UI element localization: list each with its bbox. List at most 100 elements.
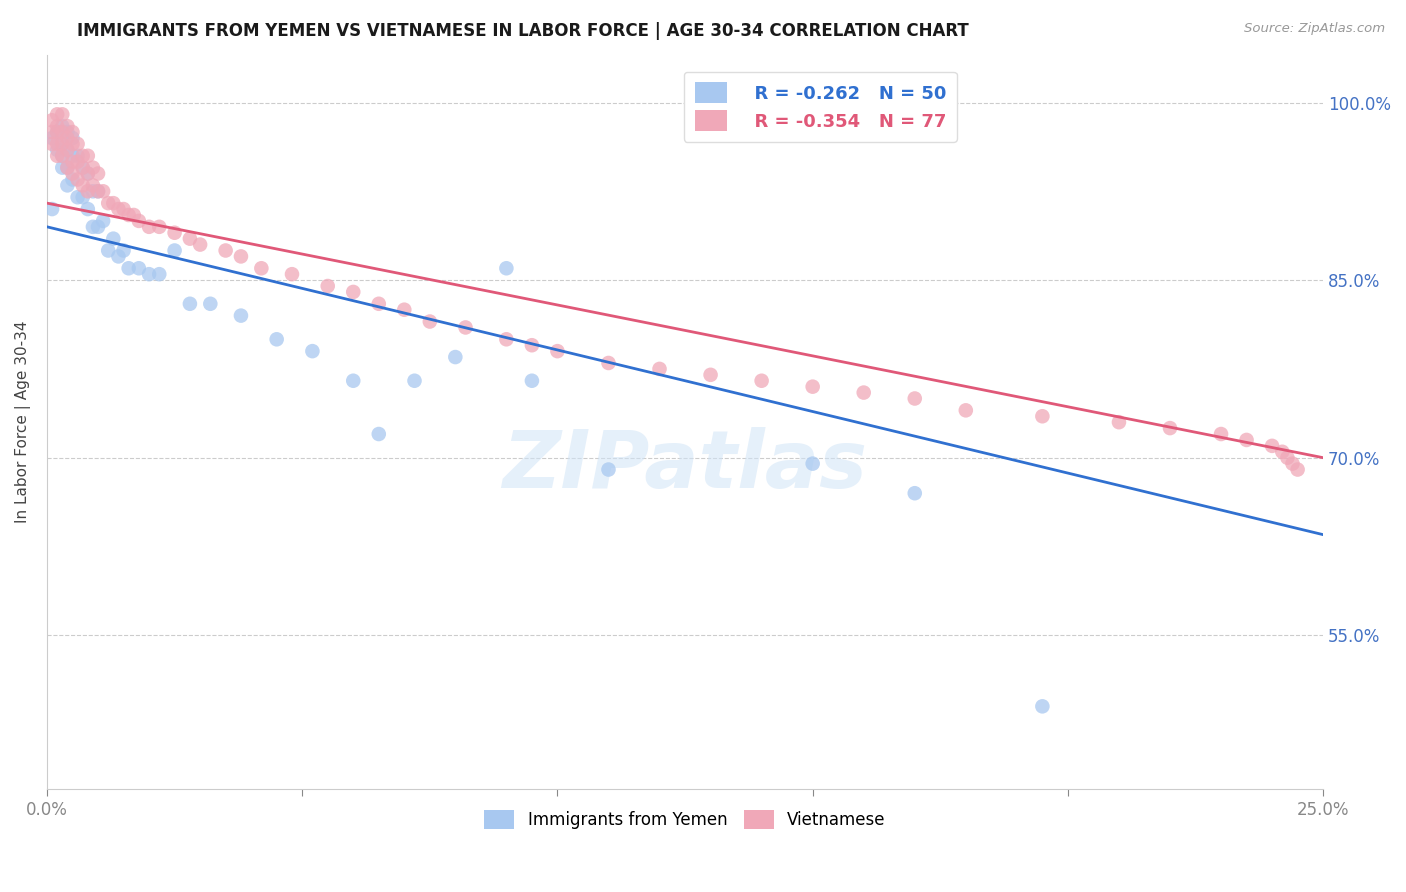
Point	[112, 202, 135, 216]
Point	[56, 131, 79, 145]
Point	[66, 149, 89, 163]
Point	[301, 344, 323, 359]
Text: ZIPatlas: ZIPatlas	[502, 427, 868, 505]
Point	[87, 219, 110, 234]
Point	[72, 190, 94, 204]
Point	[1031, 409, 1053, 424]
Point	[229, 249, 252, 263]
Point	[51, 161, 73, 175]
Point	[444, 350, 467, 364]
Point	[394, 302, 416, 317]
Point	[163, 244, 186, 258]
Text: IMMIGRANTS FROM YEMEN VS VIETNAMESE IN LABOR FORCE | AGE 30-34 CORRELATION CHART: IMMIGRANTS FROM YEMEN VS VIETNAMESE IN L…	[77, 22, 969, 40]
Point	[281, 267, 304, 281]
Point	[751, 374, 773, 388]
Point	[128, 261, 150, 276]
Point	[117, 261, 139, 276]
Point	[56, 119, 79, 133]
Point	[87, 184, 110, 198]
Point	[91, 184, 114, 198]
Point	[46, 136, 69, 151]
Point	[97, 196, 120, 211]
Point	[41, 131, 63, 145]
Point	[598, 462, 620, 476]
Point	[72, 178, 94, 193]
Point	[801, 457, 824, 471]
Point	[41, 136, 63, 151]
Point	[56, 178, 79, 193]
Point	[1281, 457, 1303, 471]
Point	[76, 184, 98, 198]
Point	[46, 143, 69, 157]
Point	[520, 374, 543, 388]
Point	[51, 119, 73, 133]
Point	[801, 379, 824, 393]
Point	[955, 403, 977, 417]
Point	[266, 332, 288, 346]
Point	[97, 244, 120, 258]
Point	[72, 149, 94, 163]
Point	[404, 374, 426, 388]
Point	[1261, 439, 1284, 453]
Point	[546, 344, 568, 359]
Point	[1031, 699, 1053, 714]
Point	[117, 208, 139, 222]
Point	[41, 125, 63, 139]
Point	[138, 267, 160, 281]
Point	[56, 161, 79, 175]
Point	[82, 219, 104, 234]
Point	[76, 202, 98, 216]
Point	[1159, 421, 1181, 435]
Point	[62, 125, 84, 139]
Point	[66, 136, 89, 151]
Point	[495, 261, 517, 276]
Point	[56, 143, 79, 157]
Point	[41, 113, 63, 128]
Point	[51, 136, 73, 151]
Point	[87, 167, 110, 181]
Point	[367, 297, 389, 311]
Point	[62, 167, 84, 181]
Point	[454, 320, 477, 334]
Point	[72, 161, 94, 175]
Point	[103, 232, 125, 246]
Point	[87, 184, 110, 198]
Point	[56, 125, 79, 139]
Point	[598, 356, 620, 370]
Point	[1277, 450, 1299, 465]
Point	[163, 226, 186, 240]
Point	[342, 374, 364, 388]
Point	[72, 161, 94, 175]
Point	[1236, 433, 1258, 447]
Point	[148, 219, 170, 234]
Point	[520, 338, 543, 352]
Point	[229, 309, 252, 323]
Point	[82, 161, 104, 175]
Point	[1271, 444, 1294, 458]
Point	[66, 190, 89, 204]
Point	[122, 208, 145, 222]
Point	[91, 214, 114, 228]
Point	[62, 136, 84, 151]
Point	[904, 486, 927, 500]
Point	[51, 149, 73, 163]
Point	[66, 154, 89, 169]
Point	[699, 368, 721, 382]
Point	[66, 172, 89, 186]
Point	[495, 332, 517, 346]
Point	[46, 125, 69, 139]
Point	[76, 167, 98, 181]
Point	[1108, 415, 1130, 429]
Point	[46, 107, 69, 121]
Point	[51, 149, 73, 163]
Point	[648, 362, 671, 376]
Point	[76, 149, 98, 163]
Point	[179, 297, 201, 311]
Point	[342, 285, 364, 299]
Point	[148, 267, 170, 281]
Point	[76, 167, 98, 181]
Point	[107, 202, 129, 216]
Point	[46, 119, 69, 133]
Point	[107, 249, 129, 263]
Point	[56, 143, 79, 157]
